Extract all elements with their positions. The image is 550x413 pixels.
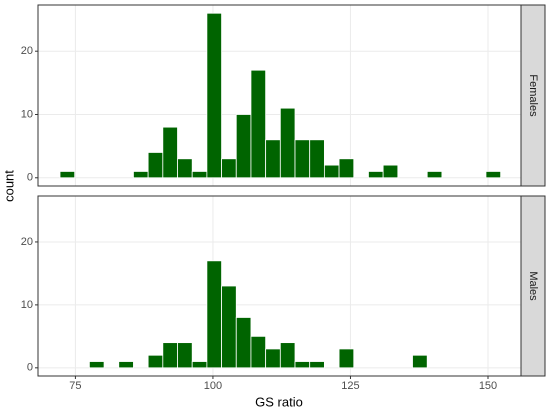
bar [265,348,281,369]
bar [59,171,76,179]
bar [206,260,222,369]
bar [162,342,178,369]
bar [133,171,149,179]
bar [338,158,355,179]
x-tick-label: 100 [204,380,222,392]
bar [279,342,296,369]
bar [235,317,252,369]
bar [162,126,178,179]
bar [265,139,281,179]
y-tick-label: 0 [27,362,33,374]
bar [235,114,252,179]
y-tick-label: 10 [21,299,33,311]
y-tick-label: 10 [21,108,33,120]
y-axis-title: count [1,170,16,202]
bar [412,354,428,369]
bar [147,354,164,369]
facet-label: Males [527,271,539,301]
bar [309,361,325,369]
bar [191,171,208,179]
panel-background [38,196,521,376]
bar [221,158,237,179]
bar [294,361,311,369]
bar [177,342,193,369]
bar [250,69,267,179]
x-tick-label: 150 [479,380,497,392]
bar [206,12,222,179]
x-tick-label: 75 [69,380,81,392]
bar [323,164,340,179]
bar [147,152,164,179]
bar [426,171,443,179]
facet-strip [520,195,546,377]
bar [177,158,193,179]
bar [88,361,105,369]
bar [309,139,325,179]
bar [338,348,355,369]
bar [279,107,296,179]
bar [191,361,208,369]
x-tick-label: 125 [341,380,359,392]
y-tick-label: 20 [21,45,33,57]
facet-strip [520,4,546,187]
bar [118,361,134,369]
bar [368,171,384,179]
bar [485,171,502,179]
bar [382,164,399,179]
facet-label: Females [527,74,539,117]
x-axis-title: GS ratio [255,394,303,409]
y-tick-label: 0 [27,172,33,184]
bar [294,139,311,179]
bar [250,335,267,369]
y-tick-label: 20 [21,236,33,248]
bar [221,285,237,369]
